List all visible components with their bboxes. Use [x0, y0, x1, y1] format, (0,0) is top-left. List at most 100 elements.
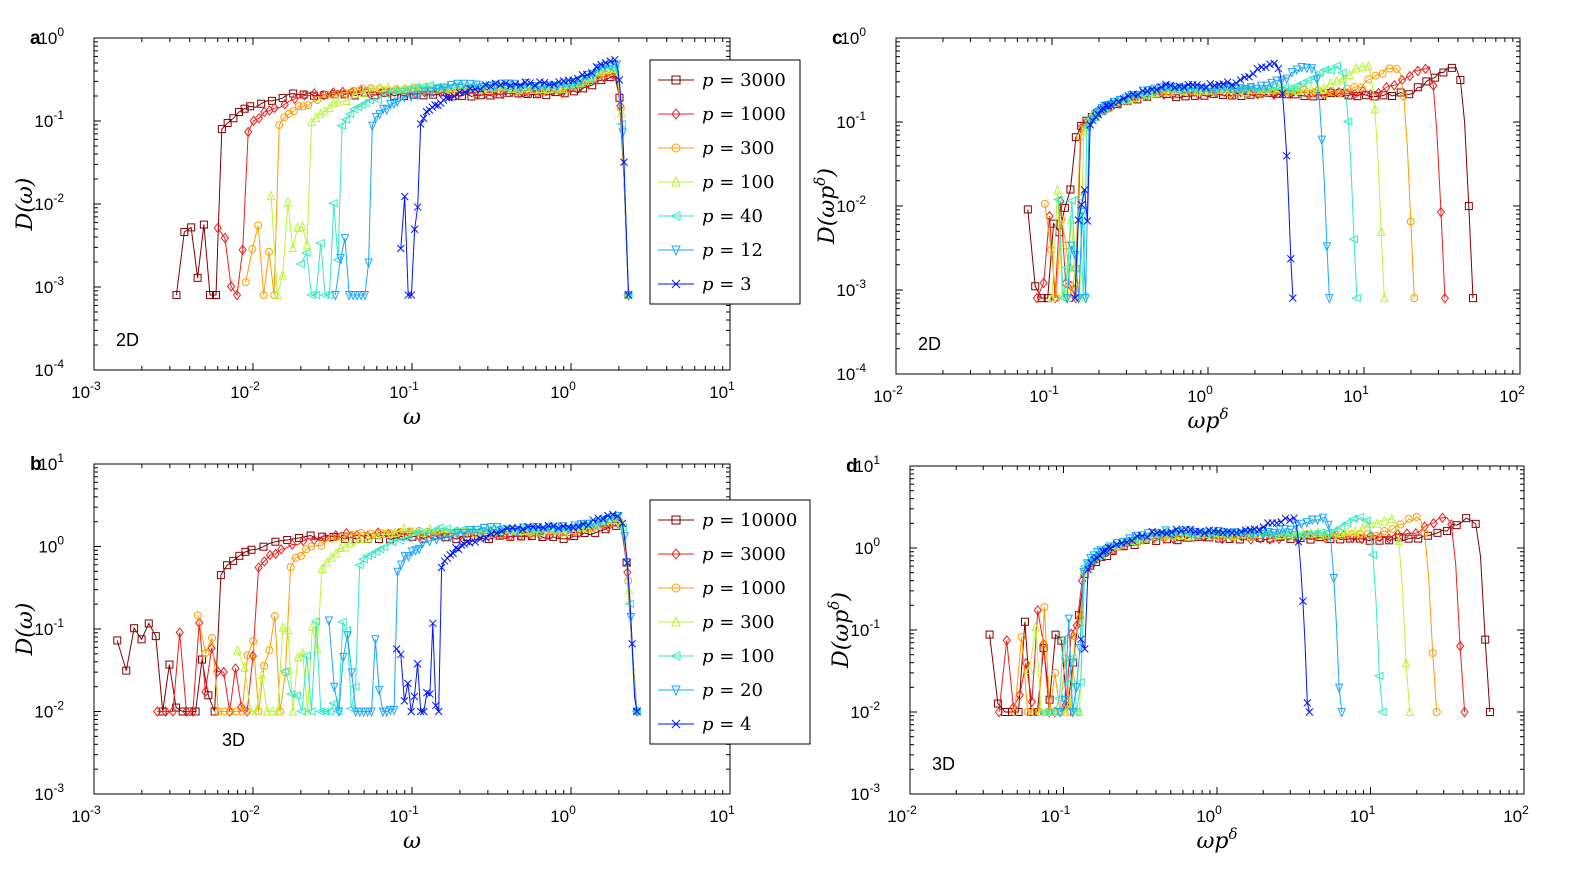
data-point: [441, 524, 452, 533]
data-point: [1325, 66, 1336, 75]
data-point: [347, 530, 356, 539]
y-tick-exponent: -3: [53, 274, 64, 288]
data-point: [573, 74, 582, 83]
x-tick-label: 100: [550, 379, 576, 402]
data-point: [317, 541, 326, 550]
data-point: [623, 558, 632, 567]
y-tick-label: 10-3: [850, 781, 880, 804]
y-tick-label: 100: [854, 535, 880, 558]
data-point: [1387, 513, 1396, 524]
data-point: [299, 535, 308, 547]
legend-marker: [671, 143, 681, 153]
data-point: [1079, 564, 1089, 575]
data-point: [1376, 707, 1387, 717]
data-point: [1360, 516, 1371, 525]
legend-marker: [671, 75, 681, 85]
data-point: [260, 661, 269, 670]
data-point: [265, 646, 274, 655]
data-point: [144, 619, 153, 628]
data-point: [1247, 529, 1257, 540]
data-point: [1171, 83, 1179, 92]
data-point: [175, 627, 184, 638]
data-point: [1057, 215, 1066, 224]
data-point: [229, 114, 238, 123]
data-point: [375, 82, 385, 93]
legend-marker: [671, 108, 681, 120]
data-point: [233, 644, 242, 655]
x-tick-exponent: -2: [249, 803, 260, 817]
data-point: [1380, 526, 1389, 535]
data-point: [1077, 200, 1086, 209]
data-point: [1200, 529, 1209, 538]
data-point: [1341, 518, 1352, 528]
x-axis-label: ω: [403, 405, 421, 430]
series-line: [1059, 515, 1343, 713]
data-point: [293, 222, 302, 232]
data-point: [1253, 64, 1262, 73]
data-point: [223, 561, 232, 570]
data-point: [1342, 88, 1351, 100]
data-point: [1421, 63, 1430, 75]
data-point: [1289, 294, 1297, 302]
series-p12: [1062, 63, 1334, 304]
series-p40: [1052, 61, 1361, 303]
data-point: [226, 707, 235, 716]
data-point: [1370, 103, 1380, 114]
y-tick-exponent: -4: [53, 357, 64, 371]
data-point: [1193, 80, 1202, 89]
data-point: [431, 701, 440, 710]
data-point: [283, 624, 293, 635]
data-point: [241, 547, 250, 556]
data-point: [1241, 84, 1251, 95]
data-point: [1388, 524, 1397, 533]
data-point: [262, 705, 272, 716]
data-point: [419, 114, 428, 123]
y-tick-exponent: 0: [873, 535, 880, 549]
x-tick-label: 102: [1499, 383, 1525, 406]
data-point: [1219, 80, 1228, 88]
data-point: [1297, 63, 1307, 73]
data-point: [486, 82, 495, 91]
data-point: [1324, 520, 1333, 531]
panel-letter: b: [30, 454, 42, 475]
data-point: [201, 686, 210, 698]
data-point: [1138, 86, 1148, 97]
legend-entry: p = 300: [658, 612, 774, 633]
data-point: [1354, 512, 1365, 522]
data-point: [331, 90, 340, 99]
data-point: [1347, 530, 1356, 539]
legend-entry: p = 3000: [658, 544, 786, 565]
x-tick-exponent: 0: [569, 803, 576, 817]
data-point: [1325, 294, 1334, 304]
data-point: [1251, 84, 1261, 95]
data-point: [595, 518, 605, 528]
data-point: [461, 88, 469, 97]
x-tick-exponent: -3: [90, 803, 101, 817]
data-point: [270, 612, 279, 621]
data-point: [339, 652, 348, 663]
data-point: [1029, 708, 1038, 716]
data-point: [417, 82, 427, 91]
data-point: [1196, 527, 1204, 536]
x-tick-label: 10-3: [71, 379, 101, 402]
panel-letter: c: [832, 28, 843, 49]
data-point: [1081, 294, 1090, 304]
data-point: [1232, 529, 1241, 537]
data-point: [271, 548, 280, 560]
series-line: [237, 518, 638, 713]
data-point: [168, 706, 178, 717]
data-point: [1060, 696, 1070, 707]
data-point: [1256, 81, 1266, 92]
data-point: [506, 530, 515, 542]
data-point: [1313, 81, 1322, 92]
data-point: [254, 221, 263, 230]
data-point: [439, 532, 448, 543]
data-point: [357, 528, 366, 537]
data-point: [1138, 531, 1147, 540]
y-tick-label: 100: [38, 25, 64, 48]
data-point: [1313, 515, 1322, 526]
data-point: [322, 90, 331, 99]
data-point: [486, 523, 495, 533]
data-point: [1315, 528, 1326, 537]
data-point: [310, 617, 321, 626]
